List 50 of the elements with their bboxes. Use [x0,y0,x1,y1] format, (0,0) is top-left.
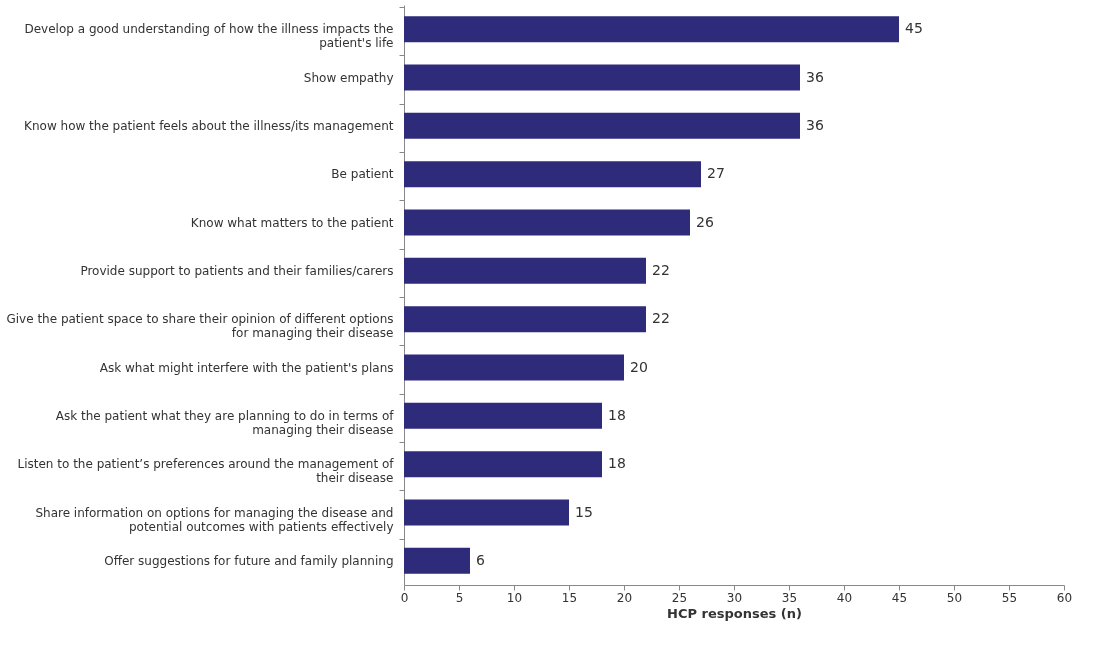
data-label: 45 [905,20,923,37]
x-tick-label: 10 [506,590,523,605]
x-tick-label: 5 [455,590,464,605]
data-label: 22 [652,310,670,327]
bar [404,547,470,574]
bar [404,354,624,381]
x-tick-label: 0 [400,590,409,605]
data-label: 6 [476,551,485,568]
x-tick-label: 45 [891,590,908,605]
bar [404,161,701,188]
y-tick-label: Know what matters to the patient [190,215,394,230]
data-label: 20 [630,358,648,375]
bar [404,64,800,91]
x-tick-label: 35 [781,590,798,605]
data-label: 15 [575,503,593,520]
bar [404,257,646,284]
bar [404,112,800,139]
data-label: 22 [652,261,670,278]
bar [404,209,690,236]
data-label: 27 [707,165,725,182]
y-tick-label: Give the patient space to share their opinion of different options for managing their disease [6,312,394,341]
bar [404,306,646,333]
data-label: 36 [806,116,824,133]
x-tick-label: 25 [671,590,688,605]
x-tick-label: 40 [836,590,853,605]
x-tick-label: 55 [1001,590,1018,605]
data-label: 18 [608,455,626,472]
x-tick-label: 15 [561,590,578,605]
y-tick-label: Share information on options for managing the disease and potential outcomes with patients effectively [35,505,394,534]
y-tick-label: Develop a good understanding of how the illness impacts the patient's life [24,22,394,51]
y-tick-label: Be patient [331,167,394,182]
x-tick-label: 20 [616,590,633,605]
bar [404,402,602,429]
y-tick-label: Ask what might interfere with the patient's plans [99,360,394,375]
y-tick-label: Provide support to patients and their families/carers [80,263,394,278]
x-tick-label: 60 [1056,590,1073,605]
bar [404,451,602,478]
y-tick-label: Listen to the patient’s preferences around the management of their disease [17,457,395,486]
y-tick-label: Show empathy [303,70,394,85]
bar [404,16,899,43]
data-label: 26 [696,213,714,230]
bar [404,499,569,526]
y-tick-label: Offer suggestions for future and family planning [104,553,394,568]
y-tick-label: Ask the patient what they are planning to do in terms of managing their disease [55,408,395,437]
y-tick-label: Know how the patient feels about the illness/its management [24,118,394,133]
x-axis-title: HCP responses (n) [667,605,802,621]
x-tick-label: 50 [946,590,963,605]
data-label: 18 [608,406,626,423]
x-tick-label: 30 [726,590,743,605]
data-label: 36 [806,68,824,85]
